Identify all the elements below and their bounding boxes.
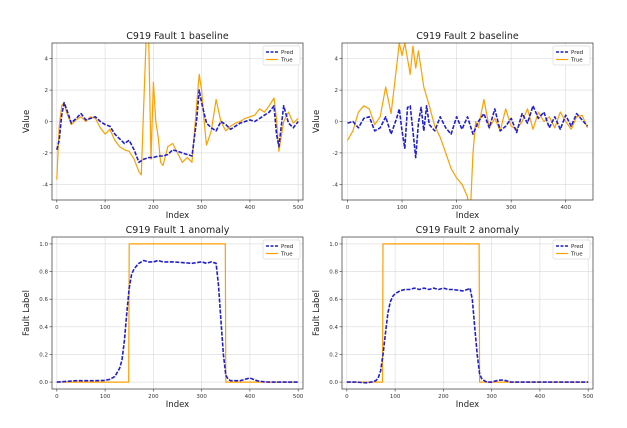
y-tick-label: 0.6 — [39, 297, 48, 303]
series-line-pred — [347, 105, 589, 159]
x-tick-label: 200 — [451, 205, 462, 211]
y-tick-label: 1.0 — [329, 242, 338, 248]
y-tick-label: 0 — [45, 120, 49, 126]
legend-label-pred: Pred — [281, 244, 293, 250]
x-tick-label: 400 — [245, 394, 256, 400]
x-tick-label: 0 — [345, 394, 349, 400]
y-tick-label: 4 — [335, 57, 339, 63]
y-tick-label: 1.0 — [39, 242, 48, 248]
y-tick-label: 0.4 — [329, 325, 338, 331]
x-tick-label: 0 — [346, 205, 350, 211]
y-tick-label: 0.0 — [329, 380, 338, 386]
series-line-true — [346, 43, 589, 200]
legend-label-true: True — [280, 58, 293, 64]
x-axis-label: Index — [166, 400, 189, 410]
series-group — [56, 43, 299, 180]
x-tick-label: 0 — [55, 205, 59, 211]
x-tick-label: 200 — [438, 394, 449, 400]
y-tick-label: -2 — [333, 151, 338, 157]
x-tick-label: 100 — [100, 394, 111, 400]
y-tick-label: 0.6 — [329, 297, 338, 303]
series-line-true — [56, 43, 299, 180]
x-tick-label: 300 — [196, 394, 207, 400]
y-tick-label: 0.8 — [329, 270, 338, 276]
legend-label-true: True — [570, 252, 583, 258]
legend-box — [262, 239, 301, 260]
x-axis-label: Index — [456, 211, 479, 221]
chart-title: C919 Fault 1 anomaly — [126, 225, 230, 236]
y-tick-label: 4 — [45, 57, 49, 63]
x-axis-label: Index — [456, 400, 479, 410]
x-tick-label: 300 — [506, 205, 517, 211]
x-tick-label: 200 — [148, 205, 159, 211]
legend-box — [552, 239, 591, 260]
y-tick-label: 0.0 — [39, 380, 48, 386]
y-tick-label: 0.2 — [329, 352, 338, 358]
x-tick-label: 100 — [397, 205, 408, 211]
y-tick-label: 0 — [335, 120, 339, 126]
x-tick-label: 300 — [196, 205, 207, 211]
y-tick-label: 2 — [45, 88, 49, 94]
x-tick-label: 100 — [390, 394, 401, 400]
y-tick-label: -2 — [43, 151, 48, 157]
x-tick-label: 100 — [100, 205, 111, 211]
legend-box — [262, 45, 301, 66]
chart-panel-3: 0 100 200 300 400 500 0.0 0.2 0.4 0.6 0.8 1.0 C919 F… — [22, 225, 304, 410]
series-line-pred — [56, 259, 299, 383]
y-tick-label: 0.4 — [39, 325, 48, 331]
chart-title: C919 Fault 1 baseline — [126, 31, 229, 42]
legend-label-true: True — [280, 252, 293, 258]
y-tick-label: 0.8 — [39, 270, 48, 276]
legend: Pred True — [262, 239, 301, 260]
chart-panel-2: 0 100 200 300 400 -4 -2 0 2 4 C919 Fault 2 baselin… — [312, 31, 594, 221]
y-tick-label: -4 — [43, 182, 49, 188]
series-line-pred — [56, 89, 299, 164]
x-axis-label: Index — [166, 211, 189, 221]
y-tick-label: 2 — [335, 88, 339, 94]
chart-panel-1: 0 100 200 300 400 500 -4 -2 0 2 4 C919 Fault 1 base… — [22, 31, 304, 221]
legend: Pred True — [552, 45, 591, 66]
x-tick-label: 300 — [486, 394, 497, 400]
plot-frame — [51, 236, 304, 390]
chart-title: C919 Fault 2 anomaly — [416, 225, 520, 236]
x-tick-label: 500 — [293, 205, 304, 211]
x-tick-label: 0 — [55, 394, 59, 400]
series-line-true — [56, 243, 299, 383]
series-group — [56, 243, 299, 383]
legend-label-pred: Pred — [571, 50, 583, 56]
legend-label-true: True — [570, 58, 583, 64]
series-group — [346, 243, 589, 384]
legend-label-pred: Pred — [571, 244, 583, 250]
y-tick-label: -4 — [333, 182, 339, 188]
y-axis-label: Value — [22, 110, 32, 133]
plot-frame — [341, 236, 594, 390]
series-line-true — [346, 243, 589, 383]
x-tick-label: 400 — [560, 205, 571, 211]
legend-label-pred: Pred — [281, 50, 293, 56]
chart-panel-4: 0 100 200 300 400 500 0.0 0.2 0.4 0.6 0.8 1.0 C919 F… — [312, 225, 594, 410]
legend: Pred True — [262, 45, 301, 66]
y-axis-label: Value — [312, 110, 322, 133]
x-tick-label: 400 — [245, 205, 256, 211]
x-tick-label: 500 — [293, 394, 304, 400]
y-axis-label: Fault Label — [312, 290, 322, 336]
legend-box — [552, 45, 591, 66]
series-group — [346, 43, 589, 200]
chart-title: C919 Fault 2 baseline — [416, 31, 519, 42]
x-tick-label: 500 — [583, 394, 594, 400]
x-tick-label: 400 — [535, 394, 546, 400]
x-tick-label: 200 — [148, 394, 159, 400]
y-tick-label: 0.2 — [39, 352, 48, 358]
y-axis-label: Fault Label — [22, 290, 32, 336]
legend: Pred True — [552, 239, 591, 260]
